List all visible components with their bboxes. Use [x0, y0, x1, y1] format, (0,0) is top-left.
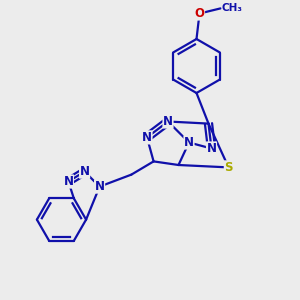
Text: N: N: [94, 180, 105, 193]
Text: CH₃: CH₃: [222, 3, 243, 14]
Text: N: N: [206, 142, 217, 155]
Text: O: O: [194, 7, 205, 20]
Text: N: N: [63, 175, 74, 188]
Text: N: N: [142, 131, 152, 144]
Text: N: N: [163, 115, 173, 128]
Text: N: N: [80, 165, 90, 178]
Text: S: S: [224, 161, 233, 174]
Text: N: N: [184, 136, 194, 149]
